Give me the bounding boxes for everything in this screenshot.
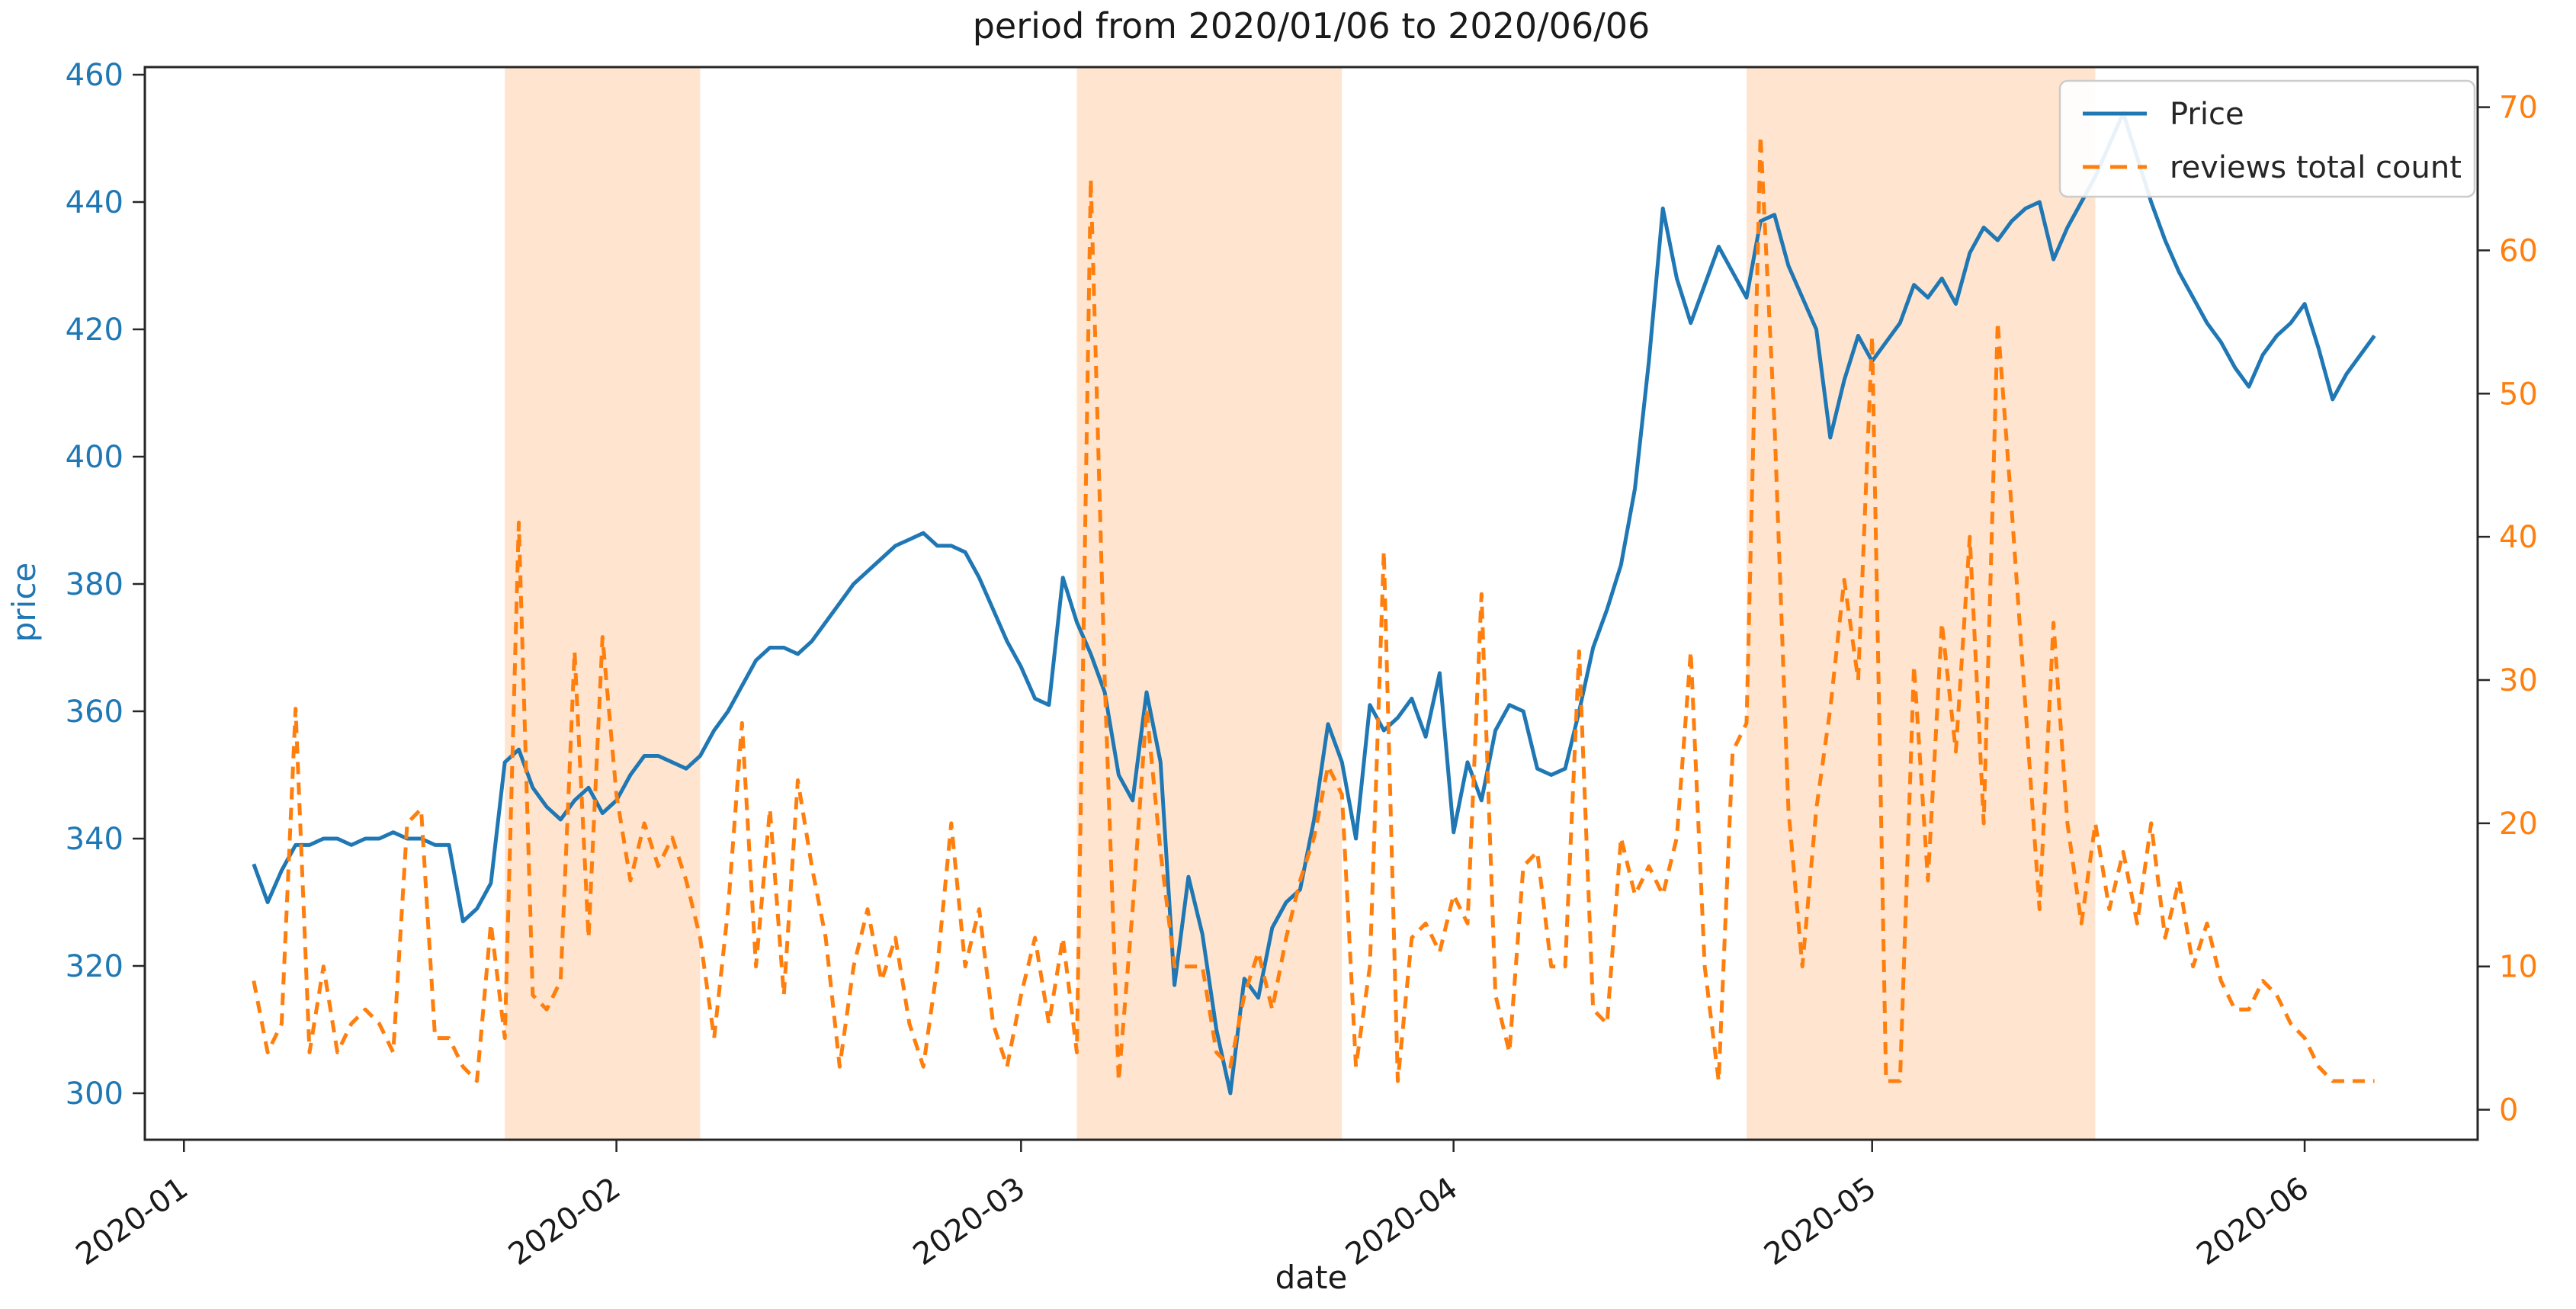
legend: Price reviews total count [2058, 79, 2476, 198]
x-tick-label: 2020-02 [502, 1171, 627, 1273]
plot-frame [143, 66, 2479, 1141]
y-left-tick-label: 460 [66, 58, 124, 93]
y-right-tick-label: 50 [2499, 377, 2538, 412]
y-left-tick-label: 400 [66, 440, 124, 475]
x-tick-label: 2020-03 [907, 1171, 1031, 1273]
y-left-tick-label: 300 [66, 1076, 124, 1112]
highlight-band [1076, 67, 1343, 1140]
highlight-bands [505, 67, 2096, 1140]
y-right-tick-label: 0 [2499, 1093, 2518, 1128]
y-right-tick-label: 40 [2499, 520, 2538, 555]
x-tick-label: 2020-04 [1339, 1171, 1464, 1273]
chart-title: period from 2020/01/06 to 2020/06/06 [973, 5, 1651, 47]
y-right-tick-label: 10 [2499, 950, 2538, 985]
highlight-band [1747, 67, 2096, 1140]
x-axis-label: date [1275, 1259, 1348, 1296]
y-left-tick-label: 380 [66, 567, 124, 602]
legend-label-reviews: reviews total count [2170, 150, 2462, 185]
legend-label-price: Price [2170, 97, 2244, 132]
y-right-tick-label: 20 [2499, 807, 2538, 842]
reviews-line [252, 133, 2375, 1083]
y-left-tick-label: 440 [66, 185, 124, 220]
y-left-tick-label: 340 [66, 822, 124, 857]
y-left-tick-label: 420 [66, 313, 124, 348]
y-right-tick-label: 60 [2499, 233, 2538, 268]
y-axis-label-price: price [5, 563, 43, 643]
legend-box [2058, 79, 2476, 198]
series-lines [252, 111, 2376, 1096]
y-left-tick-label: 320 [66, 949, 124, 984]
highlight-band [505, 67, 701, 1140]
y-right-tick-label: 30 [2499, 663, 2538, 698]
price-line [252, 111, 2376, 1096]
y-left-tick-label: 360 [66, 695, 124, 730]
x-tick-label: 2020-01 [70, 1171, 194, 1273]
x-tick-label: 2020-05 [1758, 1171, 1882, 1273]
x-tick-label: 2020-06 [2191, 1171, 2315, 1273]
y-right-tick-label: 70 [2499, 91, 2538, 126]
